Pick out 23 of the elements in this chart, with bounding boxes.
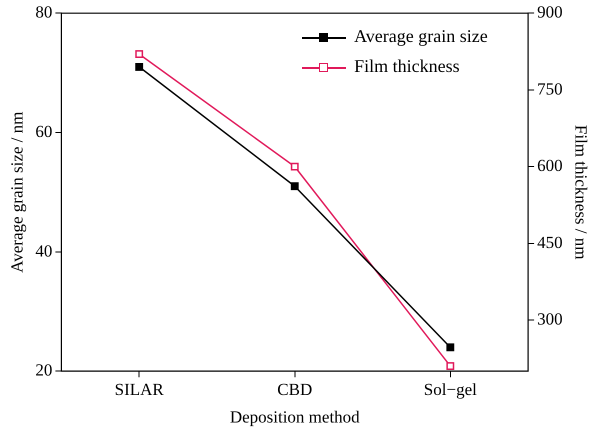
- y-tick-label: 20: [35, 360, 52, 380]
- point: [446, 343, 454, 352]
- point: [290, 162, 299, 171]
- point: [290, 182, 299, 190]
- y-axis-title: Average grain size / nm: [8, 112, 27, 273]
- y2-tick-label: 750: [537, 79, 563, 98]
- y-tick-label: 60: [35, 122, 52, 141]
- point: [135, 62, 144, 71]
- point: [135, 50, 144, 58]
- y2-tick-label: 600: [537, 156, 563, 176]
- y-tick-label: 80: [35, 2, 52, 22]
- x-tick-label: CBD: [277, 380, 312, 399]
- legend-label: Film thickness: [354, 56, 460, 76]
- y2-axis-title: Film thickness / nm: [571, 124, 590, 260]
- y2-tick-label: 450: [537, 232, 563, 252]
- y-tick-label: 40: [35, 241, 52, 260]
- x-tick-label: SILAR: [114, 380, 164, 399]
- point: [446, 362, 454, 370]
- y2-tick-label: 900: [537, 2, 563, 22]
- x-axis-title: Deposition method: [230, 407, 360, 426]
- legend-label: Average grain size: [354, 26, 488, 46]
- x-tick-label: Sol−gel: [424, 380, 478, 399]
- y2-tick-label: 300: [537, 310, 563, 329]
